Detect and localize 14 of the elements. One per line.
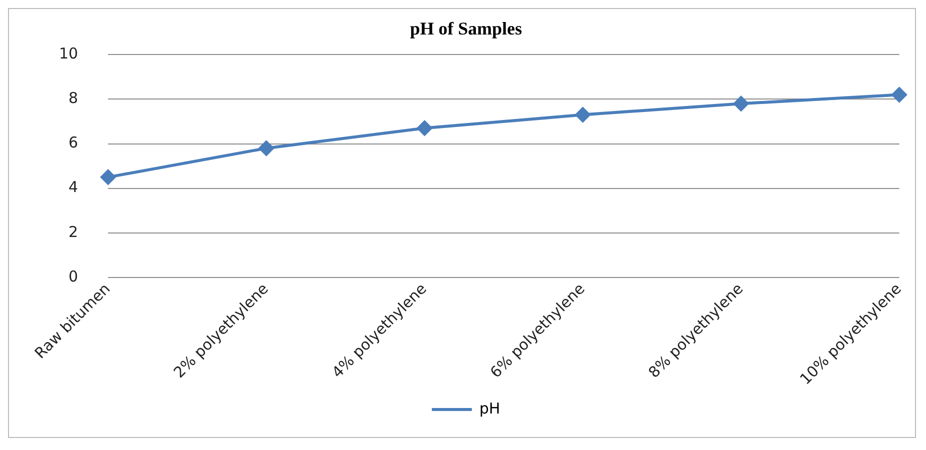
chart-title: pH of Samples	[410, 18, 522, 38]
point	[734, 96, 749, 112]
y-tick-label: 10	[58, 44, 78, 62]
legend-label: pH	[479, 399, 500, 418]
y-tick-label: 2	[68, 222, 78, 241]
point	[258, 140, 274, 156]
point	[100, 170, 116, 185]
y-tick-label: 6	[68, 134, 78, 152]
point	[892, 87, 907, 102]
point	[575, 107, 590, 122]
point	[417, 120, 432, 136]
y-tick-label: 4	[68, 178, 78, 196]
y-tick-label: 0	[68, 267, 78, 286]
y-tick-label: 8	[68, 89, 78, 108]
